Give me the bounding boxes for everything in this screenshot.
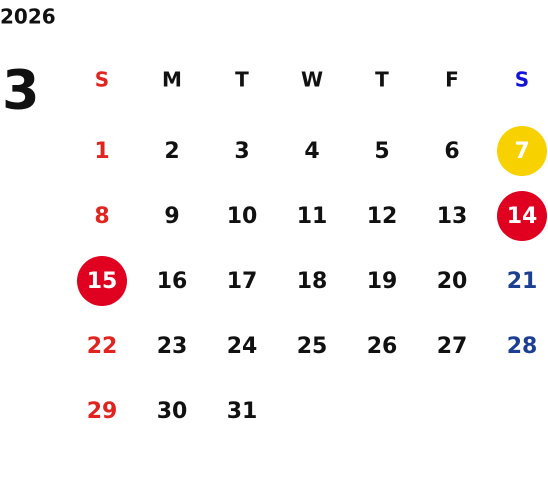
weekday-header: W (301, 68, 323, 92)
month: 3 (2, 59, 40, 122)
day: 29 (87, 399, 118, 424)
day: 1 (94, 139, 109, 164)
day: 21 (507, 269, 538, 294)
weekday-header: S (515, 68, 529, 92)
day: 5 (374, 139, 389, 164)
day: 18 (297, 269, 328, 294)
day-highlight (77, 256, 127, 306)
day: 3 (234, 139, 249, 164)
day: 12 (367, 204, 398, 229)
day: 25 (297, 334, 328, 359)
day: 26 (367, 334, 398, 359)
day: 14 (507, 204, 538, 229)
day: 24 (227, 334, 258, 359)
weekday-header: T (235, 68, 249, 92)
day: 16 (157, 269, 188, 294)
day: 4 (304, 139, 319, 164)
weekday-header: F (445, 68, 459, 92)
weekday-header: T (375, 68, 389, 92)
day: 22 (87, 334, 118, 359)
day: 2 (164, 139, 179, 164)
year: 2026 (0, 5, 56, 29)
day: 30 (157, 399, 188, 424)
day: 7 (514, 139, 529, 164)
day: 15 (87, 269, 118, 294)
day: 23 (157, 334, 188, 359)
day: 19 (367, 269, 398, 294)
day: 20 (437, 269, 468, 294)
day: 10 (227, 204, 258, 229)
day: 17 (227, 269, 258, 294)
day: 31 (227, 399, 258, 424)
day-highlight (497, 191, 547, 241)
weekday-header: S (95, 68, 109, 92)
day: 6 (444, 139, 459, 164)
day: 28 (507, 334, 538, 359)
day: 9 (164, 204, 179, 229)
weekday-header: M (162, 68, 182, 92)
day: 13 (437, 204, 468, 229)
day-highlight (497, 126, 547, 176)
day: 8 (94, 204, 109, 229)
day: 11 (297, 204, 328, 229)
day: 27 (437, 334, 468, 359)
